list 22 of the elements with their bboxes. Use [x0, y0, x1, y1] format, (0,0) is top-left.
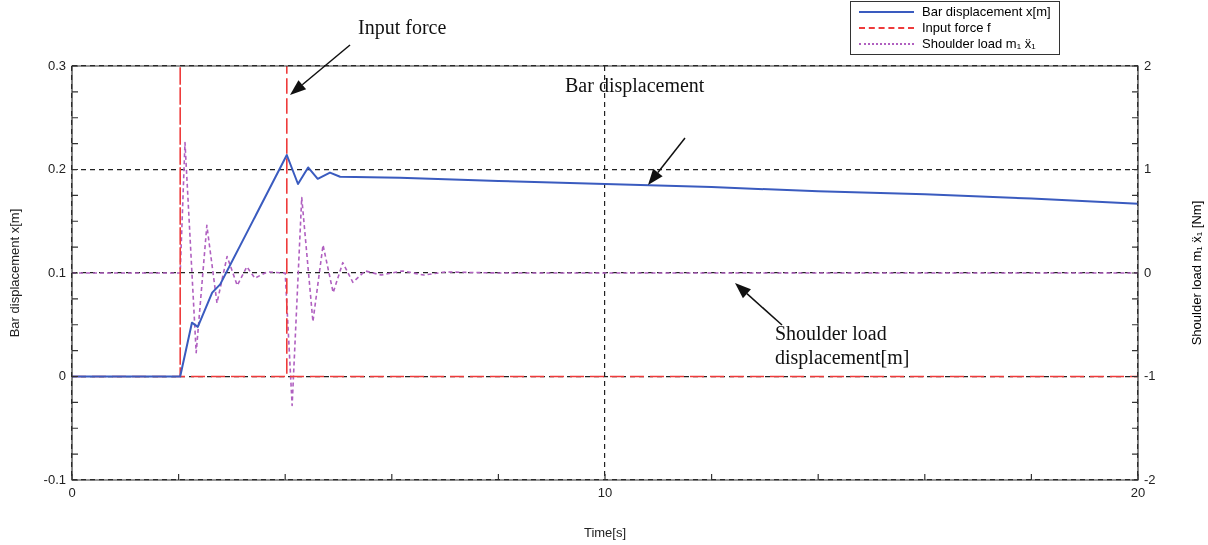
- y-tick-label: 0.3: [47, 57, 66, 73]
- text: Input force: [358, 15, 448, 39]
- y2-tick-label: 1: [1144, 161, 1152, 177]
- annotation: Shoulder load displacement[m]: [775, 321, 911, 369]
- x-tick-label: 20: [1130, 485, 1146, 501]
- y-tick-label: 0: [58, 368, 66, 384]
- annotation: Bar displacement: [565, 73, 706, 97]
- y-tick-label: 0.2: [47, 161, 66, 177]
- legend-label: Input force f: [922, 20, 991, 36]
- x-tick-label: 10: [597, 485, 613, 501]
- y2-axis-title: Shoulder load m₁ ẍ₁ [Nm]: [1188, 200, 1204, 346]
- y-axis-title: Bar displacement x[m]: [7, 208, 23, 338]
- y2-tick-label: 2: [1144, 57, 1152, 73]
- x-axis-title: Time[s]: [583, 524, 627, 540]
- y-tick-label: -0.1: [43, 471, 66, 487]
- legend-label: Bar displacement x[m]: [922, 4, 1051, 20]
- legend-label: Shoulder load m₁ ẍ₁: [922, 36, 1036, 52]
- y2-tick-label: -2: [1144, 471, 1156, 487]
- y2-tick-label: 0: [1144, 264, 1152, 280]
- x-tick-label: 0: [68, 485, 76, 501]
- y2-tick-label: -1: [1144, 368, 1156, 384]
- y-tick-label: 0.1: [47, 264, 66, 280]
